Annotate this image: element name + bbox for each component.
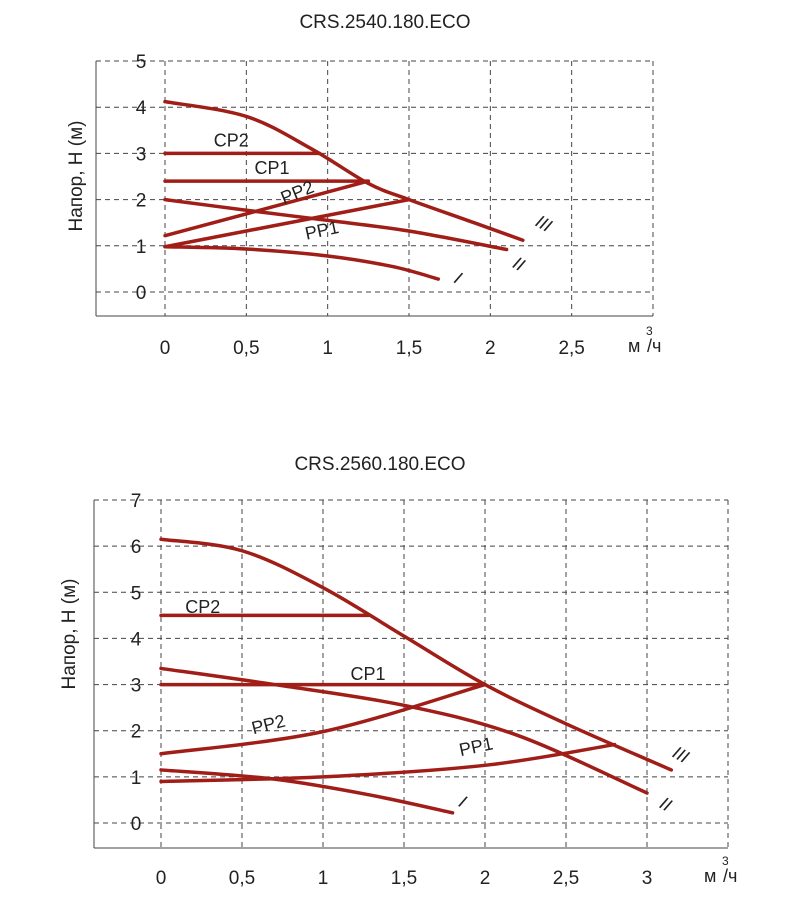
y-tick-label: 0 [131, 814, 142, 835]
x-tick-label: 2 [480, 868, 491, 889]
series-line-iii: III [159, 537, 674, 772]
y-tick-label: 5 [136, 52, 147, 73]
x-tick-label: 0 [156, 868, 167, 889]
y-tick-label: 1 [131, 768, 142, 789]
curve-label: РР1 [303, 217, 340, 244]
x-tick-label: 2,5 [553, 868, 579, 889]
x-axis-unit: м [704, 866, 716, 886]
curve-label: II [509, 253, 528, 275]
x-tick-label: 2 [485, 338, 496, 359]
chart-title: CRS.2540.180.ECO [299, 12, 470, 33]
series-line-рр2: РР2 [159, 682, 487, 756]
x-tick-label: 0,5 [233, 338, 259, 359]
x-tick-label: 0 [160, 338, 171, 359]
y-tick-label: 4 [136, 98, 147, 119]
x-tick-label: 3 [642, 868, 653, 889]
series-line-i: I [163, 244, 441, 281]
y-axis-label: Напор, Н (м) [66, 121, 87, 232]
curve-label: III [669, 742, 692, 767]
curve-label: СР2 [185, 597, 220, 617]
chart-crs-2560: CRS.2560.180.ECO Напор, Н (м) 0 1 2 3 4 5 6 7 0 0,5… [59, 454, 737, 889]
y-tick-label: 3 [131, 676, 142, 697]
series-line-ii: II [163, 197, 509, 252]
y-tick-label: 2 [136, 191, 147, 212]
chart-title: CRS.2560.180.ECO [294, 454, 465, 475]
x-axis-unit-tail: /ч [723, 866, 737, 886]
x-axis-unit-superscript: 3 [646, 324, 653, 338]
x-tick-label: 1 [322, 338, 333, 359]
x-axis-unit: м [628, 336, 640, 356]
x-axis-unit-tail: /ч [647, 336, 661, 356]
series-group: IIIIIIСР2СР1РР2РР1 [163, 99, 525, 281]
grid [96, 60, 654, 316]
y-tick-label: 5 [131, 583, 142, 604]
y-tick-label: 4 [131, 629, 142, 650]
y-tick-label: 7 [131, 491, 142, 512]
series-line-рр1: РР1 [159, 742, 617, 784]
x-axis-unit-superscript: 3 [722, 854, 729, 868]
series-line-рр1: РР1 [163, 197, 411, 249]
series-line-i: I [159, 768, 455, 815]
axis-frame [93, 500, 728, 849]
y-axis-label: Напор, Н (м) [59, 579, 80, 690]
x-tick-label: 1 [318, 868, 329, 889]
y-tick-label: 3 [136, 144, 147, 165]
x-tick-label: 2,5 [558, 338, 584, 359]
chart-crs-2540: CRS.2540.180.ECO Напор, Н (м) 0 1 2 3 4 5 0 0,5 1 1… [66, 12, 661, 359]
x-tick-label: 1,5 [391, 868, 417, 889]
curve-label: СР1 [351, 664, 386, 684]
curve-label: РР1 [457, 733, 494, 760]
series-group: IIIIIIСР2СР1РР2РР1 [159, 537, 674, 815]
y-tick-label: 0 [136, 283, 147, 304]
x-tick-label: 0,5 [229, 868, 255, 889]
curve-label: РР2 [249, 711, 287, 739]
x-tick-label: 1,5 [396, 338, 422, 359]
curve-label: I [451, 268, 465, 288]
y-tick-label: 6 [131, 537, 142, 558]
curve-label: СР1 [254, 158, 289, 178]
curve-label: II [656, 793, 675, 815]
axis-frame [95, 61, 653, 317]
curve-label: III [532, 211, 555, 236]
curve-label: СР2 [214, 130, 249, 150]
y-tick-label: 2 [131, 722, 142, 743]
series-line-рр2: РР2 [163, 179, 371, 238]
y-tick-label: 1 [136, 237, 147, 258]
curve-label: I [455, 792, 469, 812]
